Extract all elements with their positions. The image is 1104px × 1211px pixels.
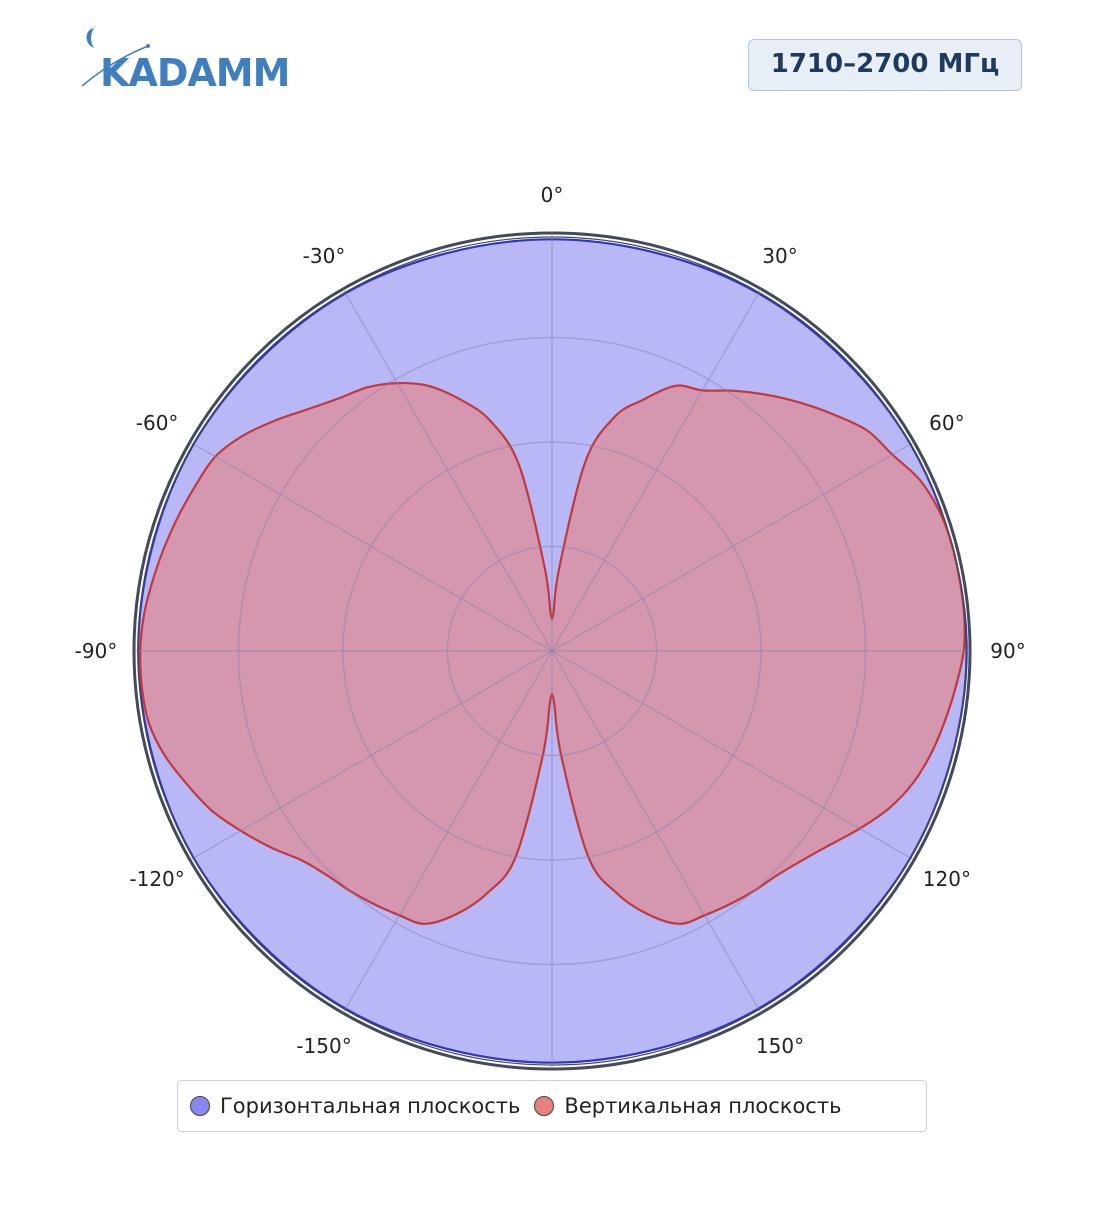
- angular-grid-spoke-210: [342, 650, 553, 1014]
- angular-grid-spoke-60: [551, 441, 915, 652]
- angle-tick-label: -60°: [136, 411, 179, 435]
- series-vertical-plane: [139, 381, 966, 925]
- angle-tick-label: 120°: [923, 867, 971, 891]
- angular-grid-spoke-330: [342, 288, 553, 652]
- angle-tick-label: -30°: [303, 244, 346, 268]
- angle-tick-label: 0°: [541, 183, 564, 207]
- angle-tick-label: 60°: [929, 411, 964, 435]
- legend-swatch-horizontal: [190, 1096, 210, 1116]
- grid-layer: [134, 233, 970, 1069]
- angle-tick-label: 30°: [762, 244, 797, 268]
- chart-legend: Горизонтальная плоскость Вертикальная пл…: [177, 1080, 927, 1132]
- logo-arc-icon: [81, 45, 149, 87]
- angle-tick-label: 150°: [756, 1034, 804, 1058]
- angular-grid-spoke-300: [189, 441, 553, 652]
- series-layer: [137, 238, 968, 1064]
- logo-dot-icon: [146, 44, 150, 48]
- plot-inner-ring: [137, 236, 967, 1066]
- angular-grid-spoke-30: [551, 288, 762, 652]
- logo-mark-icon: [86, 28, 94, 48]
- frequency-badge: 1710–2700 МГц: [748, 39, 1022, 91]
- radial-grid-ring-0: [446, 545, 658, 757]
- angular-grid-spoke-240: [189, 650, 553, 861]
- legend-label-horizontal: Горизонтальная плоскость: [220, 1094, 521, 1118]
- radial-grid-ring-1: [342, 441, 762, 861]
- legend-item-horizontal[interactable]: Горизонтальная плоскость: [190, 1094, 520, 1118]
- kadamm-logo: KADAMM: [81, 28, 288, 92]
- angular-grid-spoke-120: [551, 650, 915, 861]
- angle-labels: 0° 30° 60° 90° 120° 150° -150° -120° -90° -60° -30…: [75, 183, 1026, 1058]
- angle-tick-label: -150°: [296, 1034, 351, 1058]
- angle-tick-label: -90°: [75, 639, 118, 663]
- legend-label-vertical: Вертикальная плоскость: [564, 1094, 842, 1118]
- radial-grid-ring-2: [237, 336, 867, 966]
- angular-grid-spoke-150: [551, 650, 762, 1014]
- legend-item-vertical[interactable]: Вертикальная плоскость: [534, 1094, 841, 1118]
- angle-tick-label: -120°: [129, 867, 184, 891]
- logo-text: KADAMM: [100, 51, 288, 92]
- legend-swatch-vertical: [534, 1096, 555, 1116]
- angle-tick-label: 90°: [990, 639, 1025, 663]
